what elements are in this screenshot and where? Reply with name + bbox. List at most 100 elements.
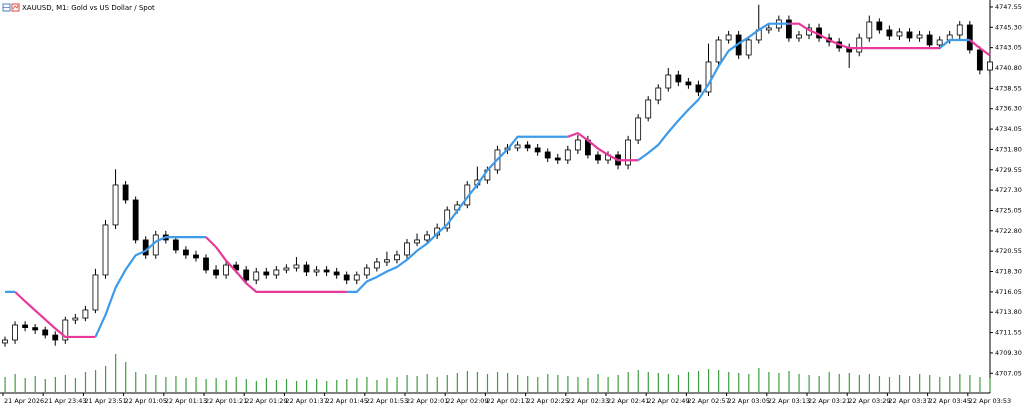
y-tick-label: 4716.05 [995,288,1022,296]
candle-body [102,224,109,276]
volume-bar [185,378,187,392]
volume-bar [125,362,127,392]
candle-body [574,139,581,151]
volume-bar [336,380,338,392]
candle-body [152,234,159,256]
x-tick-label: 22 Apr 01:37 [285,397,327,405]
candle-body [595,154,601,161]
volume-bar [748,374,750,392]
x-tick-label: 22 Apr 01:53 [366,397,408,405]
candle-body [745,39,752,56]
x-tick-label: 22 Apr 01:13 [165,397,207,405]
volume-bar [858,375,860,392]
volume-bar [969,375,971,392]
volume-bar [929,375,931,392]
volume-bar [205,379,207,392]
candle-body [424,234,431,241]
volume-bar [919,374,921,392]
candle-body [383,259,390,263]
volume-bar [496,372,499,392]
volume-bar [577,377,579,392]
candle-body [856,37,863,53]
y-tick-label: 4747.55 [995,3,1022,11]
x-tick-label: 22 Apr 02:57 [687,397,729,405]
volume-bar [677,375,680,392]
candle-body [303,264,310,273]
volume-bar [758,368,760,392]
volume-bar [878,376,881,392]
candle-body [705,61,712,93]
y-tick-label: 4718.30 [995,268,1022,276]
volume-bar [285,379,288,392]
volume-bar [567,376,569,392]
y-tick-label: 4743.05 [995,44,1022,52]
volume-bar [135,372,137,392]
candle-body [404,242,410,256]
y-tick-label: 4729.55 [995,166,1022,174]
y-tick-label: 4738.55 [995,84,1022,92]
volume-bar [798,374,800,392]
volume-bar [64,375,66,392]
volume-bar [376,380,378,392]
indicator-line [14,22,991,339]
volume-bar [235,377,237,392]
candle-body [896,31,903,37]
x-tick-label: 22 Apr 03:37 [888,397,930,405]
candle-body [333,271,340,276]
volume-bar [406,375,408,392]
volume-bar [627,372,629,392]
volume-bar [818,376,820,392]
candle-body [635,117,642,141]
x-tick-label: 22 Apr 03:13 [768,397,810,405]
y-tick-label: 4709.30 [995,349,1022,357]
candle-body [564,149,571,161]
candle-body [2,339,8,344]
candle-body [313,269,320,273]
volume-bar [316,379,318,392]
x-tick-label: 22 Apr 03:29 [848,397,890,405]
volume-bar [647,372,649,392]
volume-bar [54,377,56,392]
candle-body [122,184,129,201]
candle-body [72,317,79,321]
volume-bar [898,375,901,392]
candle-body [796,34,802,39]
volume-bar [4,377,6,392]
x-tick-label: 22 Apr 01:45 [326,397,368,405]
volume-bar [386,378,388,392]
y-tick-label: 4722.80 [995,227,1022,235]
volume-bar [697,371,700,392]
x-tick-label: 22 Apr 02:41 [607,397,649,405]
candle-body [765,27,772,31]
candle-body [273,269,280,276]
candle-body [554,157,561,161]
y-tick-label: 4736.30 [995,105,1022,113]
candle-body [906,31,913,39]
volume-bar [225,380,227,392]
volume-bar [828,372,830,392]
volume-bar [607,377,609,392]
candle-body [524,144,531,149]
x-tick-label: 22 Apr 03:53 [969,397,1011,405]
x-tick-label: 22 Apr 02:49 [647,397,689,405]
x-tick-label: 22 Apr 02:25 [527,397,569,405]
volume-bar [808,375,810,392]
candle-body [263,271,270,276]
candle-body [675,74,682,83]
candle-body [193,254,199,259]
candle-body [172,239,179,251]
volume-bar [537,377,539,392]
volume-bar [215,378,217,392]
candle-body [655,87,662,101]
x-tick-label: 22 Apr 01:29 [245,397,287,405]
x-tick-label: 21 Apr 2026 [4,397,44,405]
y-tick-label: 4740.80 [995,64,1022,72]
volume-bar [617,375,619,392]
candle-body [976,49,983,71]
volume-bar [446,375,448,392]
y-tick-label: 4713.80 [995,308,1022,316]
candle-body [82,309,89,319]
volume-bar [145,374,147,392]
candle-body [283,267,290,271]
